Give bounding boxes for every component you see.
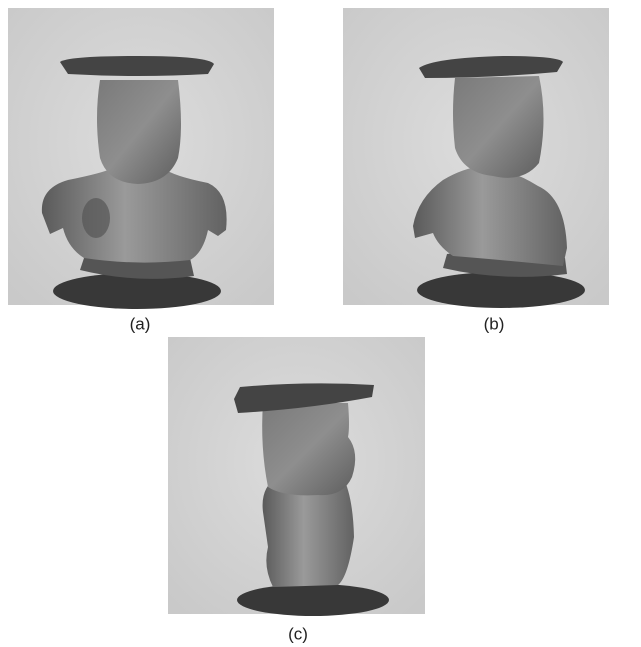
panel-label: (c): [288, 624, 308, 643]
base: [237, 584, 389, 616]
panel-c: [168, 337, 425, 616]
torso: [262, 477, 354, 587]
panel-a: [8, 8, 274, 309]
torso: [413, 166, 567, 266]
base: [53, 273, 221, 309]
head: [262, 403, 356, 496]
shadow: [82, 198, 110, 238]
head: [453, 76, 544, 178]
cap: [419, 56, 563, 78]
panel-label: (a): [130, 314, 151, 333]
torso: [41, 168, 227, 263]
panel-label: (b): [484, 314, 505, 333]
base: [417, 272, 585, 308]
cap: [234, 383, 374, 413]
cap: [60, 56, 214, 76]
head: [97, 80, 181, 184]
panel-b: [343, 8, 609, 308]
